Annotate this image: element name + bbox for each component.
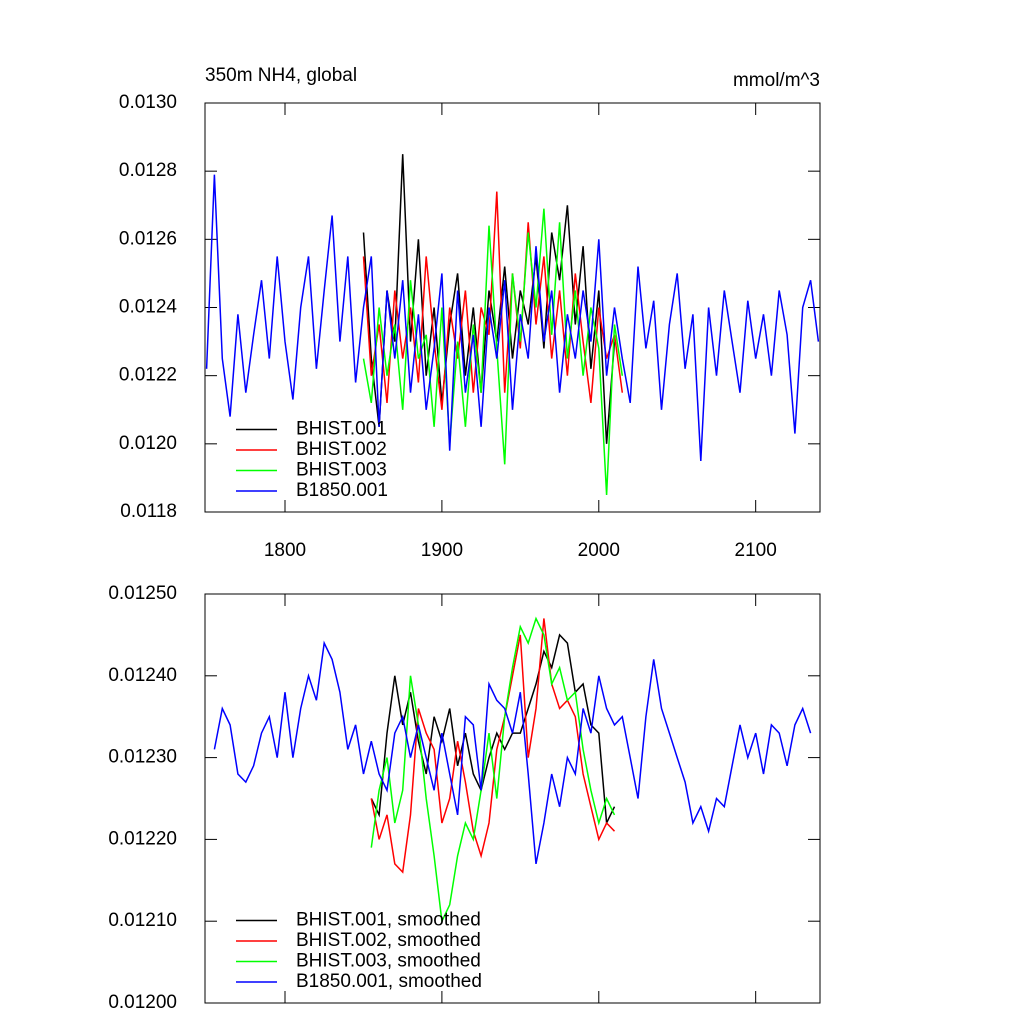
legend-label: BHIST.003, smoothed [296, 951, 481, 972]
legend-label: BHIST.002, smoothed [296, 930, 481, 951]
y-tick-label: 0.01220 [108, 828, 177, 849]
legend-label: BHIST.001, smoothed [296, 910, 481, 931]
series-line [205, 174, 820, 461]
legend-label: BHIST.002 [296, 439, 387, 460]
plot-frame [204, 593, 821, 1004]
y-tick-label: 0.0122 [119, 365, 177, 386]
series-line [370, 618, 616, 874]
y-tick-label: 0.0120 [119, 433, 177, 454]
series-line [370, 616, 616, 924]
x-tick-label: 1800 [264, 540, 306, 561]
y-tick-label: 0.0130 [119, 92, 177, 113]
chart-title: 350m NH4, global [205, 65, 357, 86]
y-tick-label: 0.0124 [119, 297, 178, 318]
x-tick-label: 2100 [735, 540, 777, 561]
series-line [370, 633, 616, 826]
y-tick-label: 0.01240 [108, 665, 177, 686]
y-tick-label: 0.01250 [108, 583, 177, 604]
units-label: mmol/m^3 [733, 70, 820, 91]
legend-label: B1850.001 [296, 480, 388, 501]
y-tick-label: 0.0118 [120, 501, 177, 522]
series-line [213, 640, 812, 865]
y-tick-label: 0.0128 [119, 160, 177, 181]
x-tick-label: 1900 [421, 540, 463, 561]
series-line [362, 154, 616, 444]
legend-label: B1850.001, smoothed [296, 971, 482, 992]
y-tick-label: 0.01210 [108, 910, 177, 931]
y-tick-label: 0.01200 [108, 992, 177, 1013]
y-tick-label: 0.01230 [108, 747, 177, 768]
legend-label: BHIST.003 [296, 460, 387, 481]
legend-label: BHIST.001 [296, 419, 387, 440]
y-tick-label: 0.0126 [119, 228, 177, 249]
x-tick-label: 2000 [578, 540, 620, 561]
series-line [362, 191, 624, 410]
